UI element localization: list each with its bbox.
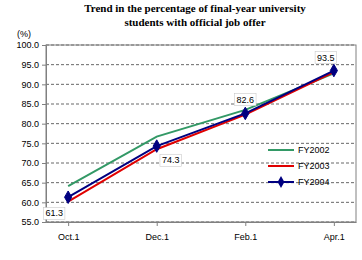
legend-swatch [268,165,294,167]
y-tick: 60.0 [21,198,46,208]
x-tick: Oct.1 [58,222,80,242]
legend-label: FY2002 [298,145,330,155]
series-marker [65,191,72,203]
y-tick-mark [42,202,46,203]
data-label-box [43,207,65,219]
x-tick-mark [334,222,335,226]
x-tick-label: Oct.1 [58,232,80,242]
grid-line [46,202,356,203]
y-tick: 100.0 [16,40,46,50]
grid-line [46,104,356,105]
y-axis: 55.0 60.0 65.0 70.0 75.0 80.0 85.0 90.0 95.0 100.… [16,40,46,227]
data-label-box [315,52,337,64]
y-tick-label: 75.0 [21,139,39,149]
y-tick-mark [42,124,46,125]
y-tick-label: 80.0 [21,119,39,129]
y-tick-mark [42,45,46,46]
grid-line [46,64,356,65]
legend-marker [278,176,285,188]
data-label-box [235,94,257,106]
y-tick: 90.0 [21,80,46,90]
y-tick: 75.0 [21,139,46,149]
y-tick: 55.0 [21,217,46,227]
series-line [68,71,334,198]
y-tick-label: 55.0 [21,217,39,227]
y-tick-mark [42,104,46,105]
title: Trend in the percentage of final-year un… [84,2,306,28]
x-tick-mark [68,222,69,226]
x-axis: Oct.1 Dec.1 Feb.1 Apr.1 [47,222,357,242]
series-marker [242,107,249,119]
legend-swatch [268,149,294,151]
y-tick-mark [42,84,46,85]
data-label: 61.3 [45,208,63,218]
data-labels: 61.3 74.3 82.6 93.5 [43,52,336,220]
legend: FY2002 FY2003 FY2004 [268,145,330,188]
y-tick-label: 100.0 [16,40,39,50]
x-tick-label: Dec.1 [145,232,169,242]
series-group [65,64,338,203]
plot-frame [46,45,356,222]
y-tick: 85.0 [21,99,46,109]
grid-line [46,143,356,144]
data-label: 82.6 [237,95,255,105]
x-tick-label: Apr.1 [324,232,345,242]
x-tick-label: Feb.1 [234,232,257,242]
legend-label: FY2003 [298,161,330,171]
y-tick: 95.0 [21,60,46,70]
y-axis-title: (%) [17,29,31,39]
y-tick: 65.0 [21,178,46,188]
x-tick-mark [245,222,246,226]
series-line [68,72,334,201]
y-tick-label: 95.0 [21,60,39,70]
y-tick-label: 70.0 [21,158,39,168]
y-tick-label: 60.0 [21,198,39,208]
data-label-box [160,154,182,166]
plot-area [46,45,356,222]
series-marker [153,140,160,152]
data-label: 74.3 [162,155,180,165]
y-tick-mark [42,65,46,66]
y-tick-mark [42,143,46,144]
y-tick-mark [42,183,46,184]
y-tick-label: 65.0 [21,178,39,188]
x-tick: Feb.1 [234,222,257,242]
y-tick: 80.0 [21,119,46,129]
chart: Trend in the percentage of final-year un… [0,0,362,260]
y-tick-mark [42,163,46,164]
y-tick-label: 85.0 [21,99,39,109]
x-tick: Dec.1 [145,222,169,242]
x-tick-mark [157,222,158,226]
series-marker [330,64,337,76]
y-tick: 70.0 [21,158,46,168]
y-tick-mark [42,222,46,223]
data-label: 93.5 [317,53,335,63]
legend-label: FY2004 [298,177,330,187]
y-tick-label: 90.0 [21,80,39,90]
x-tick: Apr.1 [324,222,345,242]
grid [46,45,356,222]
